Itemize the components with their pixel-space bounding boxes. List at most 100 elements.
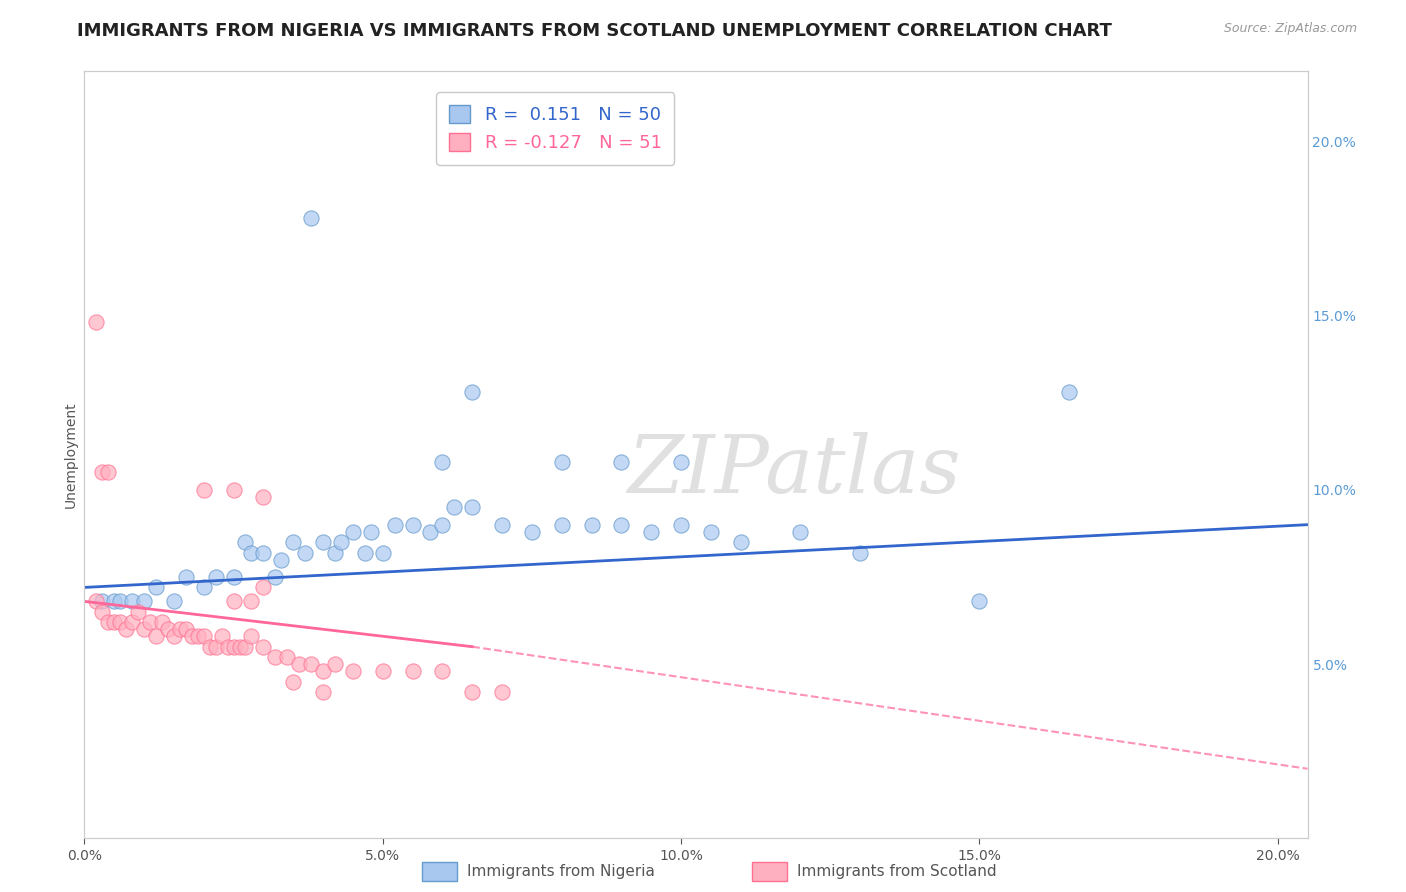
Point <box>461 685 484 699</box>
Point <box>228 640 250 654</box>
Point <box>235 535 257 549</box>
Point <box>312 685 335 699</box>
Point <box>103 615 125 630</box>
Point <box>139 615 162 630</box>
Point <box>264 570 287 584</box>
Point <box>174 622 197 636</box>
Point <box>288 657 311 672</box>
Point <box>276 650 298 665</box>
Point <box>204 640 226 654</box>
Point <box>730 535 752 549</box>
Point <box>84 594 107 608</box>
Point <box>150 615 173 630</box>
Point <box>204 570 226 584</box>
Point <box>299 211 322 225</box>
Point <box>353 545 375 559</box>
Point <box>342 664 364 678</box>
Text: Source: ZipAtlas.com: Source: ZipAtlas.com <box>1223 22 1357 36</box>
Point <box>187 629 209 643</box>
Point <box>108 594 131 608</box>
Point <box>240 629 263 643</box>
Point <box>432 455 454 469</box>
Point <box>156 622 179 636</box>
Text: Immigrants from Scotland: Immigrants from Scotland <box>797 864 997 879</box>
Point <box>132 594 155 608</box>
Point <box>174 570 197 584</box>
Point <box>121 594 143 608</box>
Point <box>169 622 191 636</box>
Point <box>294 545 316 559</box>
Text: Immigrants from Nigeria: Immigrants from Nigeria <box>467 864 655 879</box>
Point <box>669 517 692 532</box>
Point <box>849 545 872 559</box>
Point <box>323 545 346 559</box>
Point <box>163 629 186 643</box>
Point <box>312 535 335 549</box>
Point <box>193 483 215 497</box>
Point <box>491 517 513 532</box>
Point <box>461 385 484 400</box>
Point <box>432 664 454 678</box>
Point <box>91 466 114 480</box>
Point <box>551 455 574 469</box>
Point <box>240 594 263 608</box>
Legend: R =  0.151   N = 50, R = -0.127   N = 51: R = 0.151 N = 50, R = -0.127 N = 51 <box>436 92 675 165</box>
Point <box>371 664 394 678</box>
Point <box>312 664 335 678</box>
Point <box>103 594 125 608</box>
Text: IMMIGRANTS FROM NIGERIA VS IMMIGRANTS FROM SCOTLAND UNEMPLOYMENT CORRELATION CHA: IMMIGRANTS FROM NIGERIA VS IMMIGRANTS FR… <box>77 22 1112 40</box>
Point <box>640 524 662 539</box>
Point <box>193 629 215 643</box>
Point <box>252 581 274 595</box>
Point <box>198 640 221 654</box>
Point <box>240 545 263 559</box>
Point <box>180 629 202 643</box>
Point <box>432 517 454 532</box>
Point <box>222 483 245 497</box>
Point <box>97 615 120 630</box>
Point <box>520 524 543 539</box>
Point <box>299 657 322 672</box>
Point <box>401 664 423 678</box>
Point <box>969 594 991 608</box>
Point <box>163 594 186 608</box>
Point <box>491 685 513 699</box>
Point <box>581 517 603 532</box>
Point <box>235 640 257 654</box>
Point <box>132 622 155 636</box>
Point <box>610 517 633 532</box>
Point <box>401 517 423 532</box>
Point <box>108 615 131 630</box>
Point <box>443 500 465 515</box>
Point <box>329 535 352 549</box>
Point <box>371 545 394 559</box>
Point <box>222 570 245 584</box>
Point <box>91 605 114 619</box>
Point <box>217 640 239 654</box>
Point <box>461 500 484 515</box>
Point <box>145 581 167 595</box>
Point <box>252 640 274 654</box>
Point <box>789 524 811 539</box>
Point <box>610 455 633 469</box>
Point <box>145 629 167 643</box>
Point <box>270 552 292 566</box>
Point <box>121 615 143 630</box>
Y-axis label: Unemployment: Unemployment <box>63 401 77 508</box>
Point <box>222 594 245 608</box>
Point <box>193 581 215 595</box>
Point <box>283 674 305 689</box>
Point <box>264 650 287 665</box>
Point <box>700 524 723 539</box>
Point <box>283 535 305 549</box>
Point <box>323 657 346 672</box>
Point <box>252 545 274 559</box>
Point <box>127 605 149 619</box>
Point <box>1057 385 1080 400</box>
Point <box>419 524 441 539</box>
Point <box>84 315 107 329</box>
Point <box>97 466 120 480</box>
Point <box>551 517 574 532</box>
Point <box>384 517 406 532</box>
Point <box>252 490 274 504</box>
